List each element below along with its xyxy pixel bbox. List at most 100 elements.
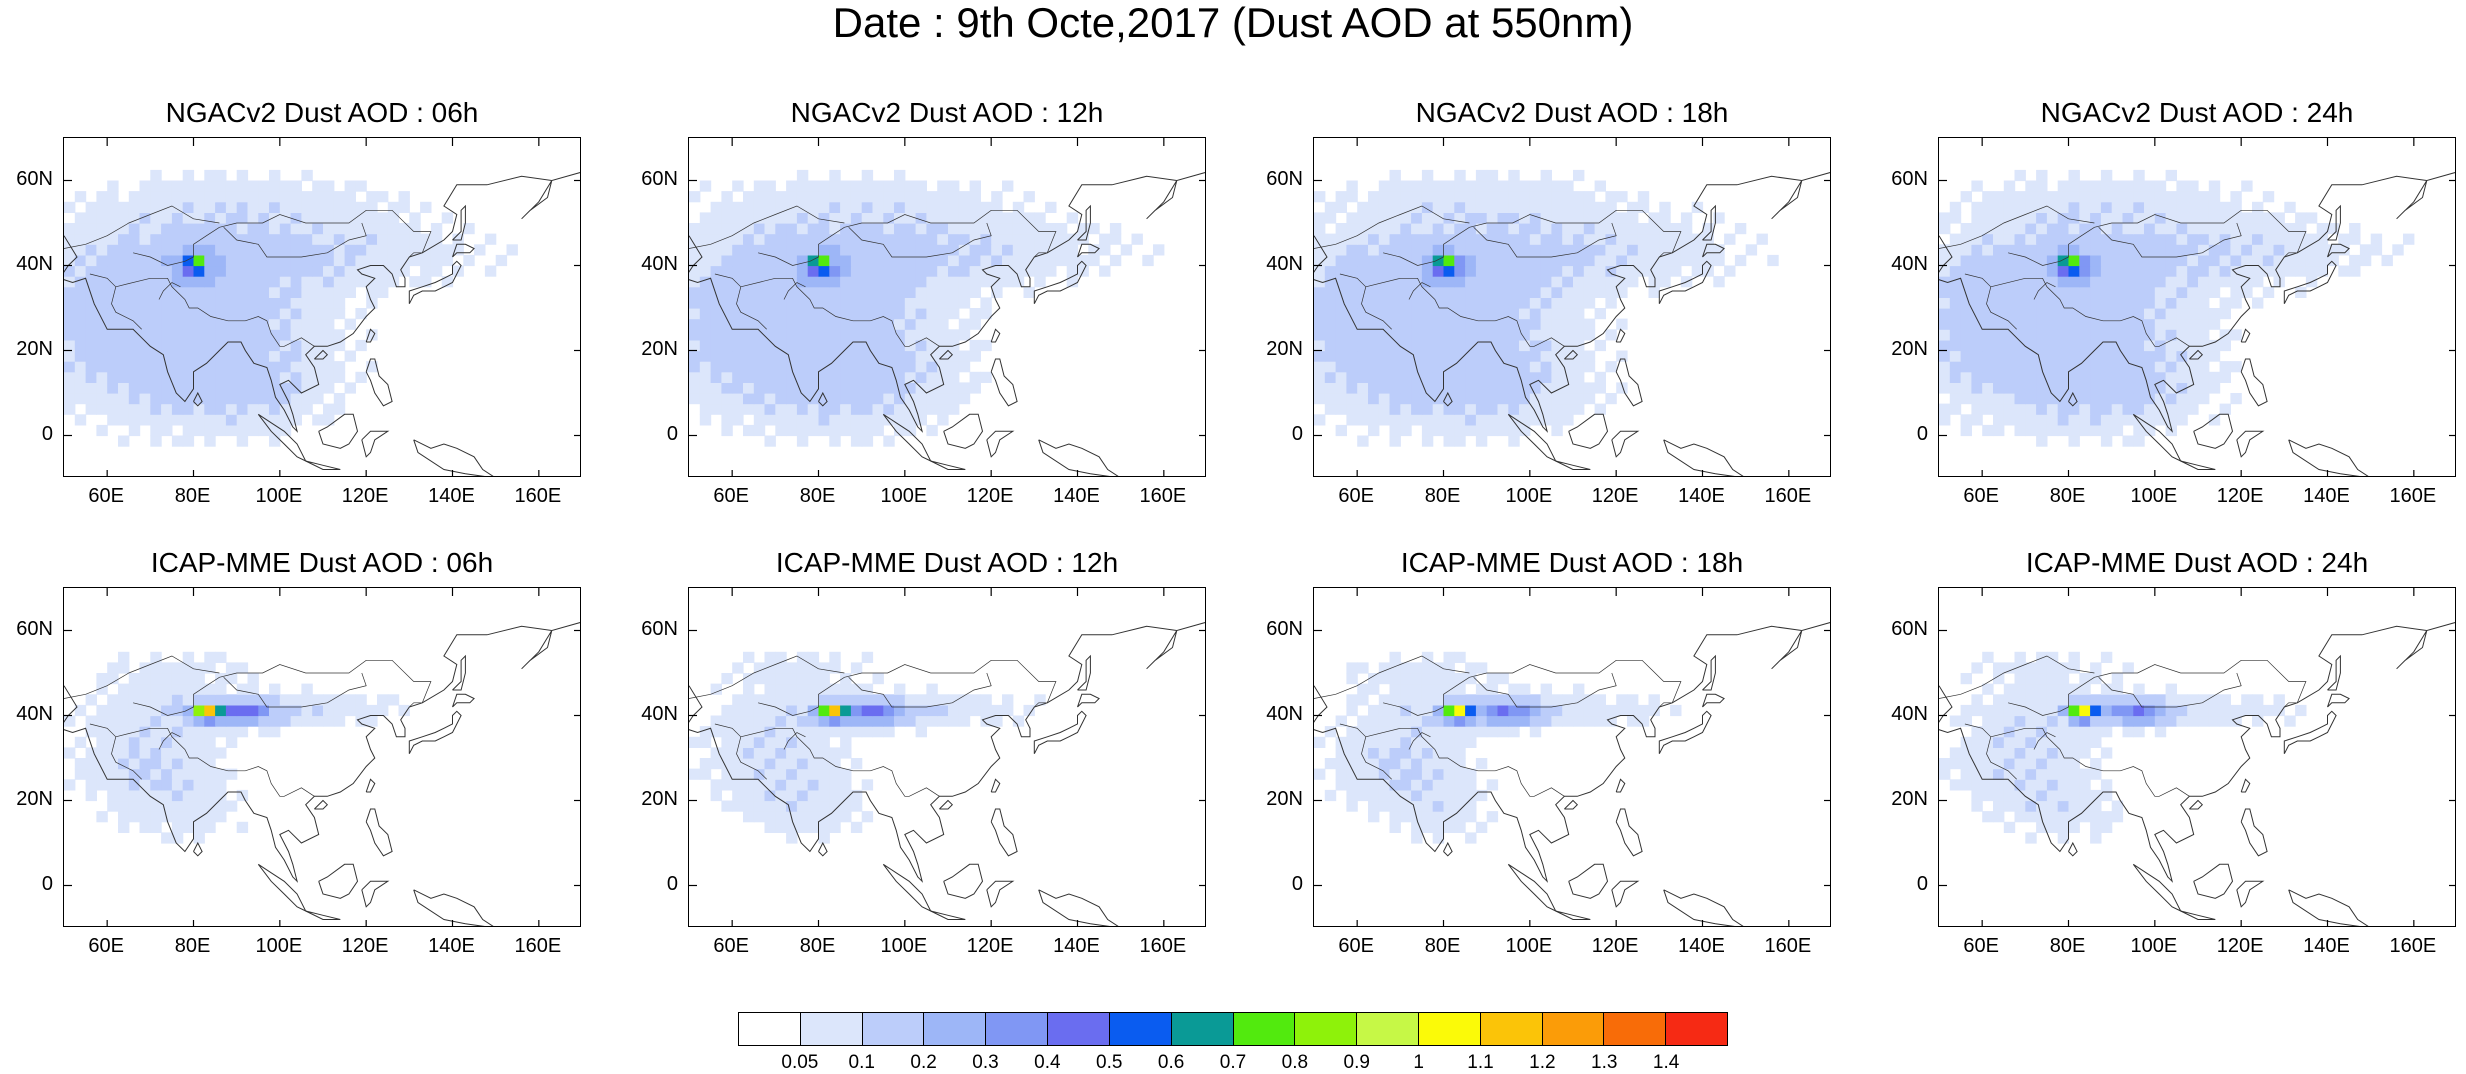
dust-aod-cell xyxy=(1389,212,1401,224)
dust-aod-cell xyxy=(743,789,755,802)
dust-aod-cell xyxy=(236,329,249,341)
dust-aod-cell xyxy=(721,779,733,791)
dust-aod-cell xyxy=(2036,651,2048,663)
dust-aod-cell xyxy=(721,768,733,780)
dust-aod-cell xyxy=(236,662,249,674)
dust-aod-cell xyxy=(1002,180,1014,192)
dust-aod-cell xyxy=(872,403,884,415)
dust-aod-cell xyxy=(915,244,927,256)
dust-aod-cell xyxy=(290,361,302,373)
dust-aod-cell xyxy=(1368,736,1380,748)
dust-aod-cell xyxy=(753,329,766,341)
dust-aod-cell xyxy=(128,414,141,426)
dust-aod-cell xyxy=(301,223,313,235)
dust-aod-cell xyxy=(1443,339,1455,352)
dust-aod-cell xyxy=(2068,768,2080,780)
dust-aod-cell xyxy=(355,276,367,288)
dust-aod-cell xyxy=(980,201,992,213)
dust-aod-cell xyxy=(883,318,895,330)
dust-aod-cell xyxy=(2014,254,2026,267)
dust-aod-cell xyxy=(2165,318,2177,330)
dust-aod-cell xyxy=(1486,286,1499,298)
dust-aod-cell xyxy=(2208,212,2221,224)
dust-aod-cell xyxy=(732,254,744,267)
dust-aod-cell xyxy=(236,821,249,833)
dust-aod-cell xyxy=(85,768,97,780)
dust-aod-cell xyxy=(118,789,130,802)
dust-aod-cell xyxy=(161,276,173,288)
dust-aod-cell xyxy=(118,329,130,341)
dust-aod-cell xyxy=(74,318,87,330)
dust-aod-cell xyxy=(74,297,87,309)
dust-aod-cell xyxy=(118,758,130,770)
dust-aod-cell xyxy=(2187,276,2199,288)
dust-aod-cell xyxy=(1497,350,1509,362)
dust-aod-cell xyxy=(2090,201,2102,213)
dust-aod-cell xyxy=(926,297,938,309)
dust-aod-cell xyxy=(118,318,130,330)
dust-aod-cell xyxy=(150,286,162,298)
dust-aod-cell xyxy=(958,704,971,717)
dust-aod-cell xyxy=(1443,393,1455,405)
dust-aod-cell xyxy=(1659,233,1671,245)
dust-aod-cell xyxy=(818,673,830,685)
dust-aod-cell xyxy=(861,726,874,738)
dust-aod-cell xyxy=(2014,651,2026,663)
dust-aod-cell xyxy=(1939,403,1951,415)
dust-aod-cell xyxy=(2046,393,2059,405)
dust-aod-cell xyxy=(840,244,852,256)
dust-aod-cell xyxy=(850,244,863,256)
dust-aod-cell xyxy=(829,297,841,309)
dust-aod-cell xyxy=(182,254,195,267)
dust-aod-cell xyxy=(958,223,971,235)
dust-aod-cell xyxy=(1993,779,2005,791)
dust-aod-cell xyxy=(2111,201,2124,213)
dust-aod-cell xyxy=(107,286,119,298)
dust-aod-cell xyxy=(721,371,733,383)
dust-aod-cell xyxy=(764,308,776,320)
dust-aod-cell xyxy=(2208,371,2221,383)
coastline xyxy=(408,260,462,305)
dust-aod-cell xyxy=(96,308,108,320)
dust-aod-cell xyxy=(161,662,173,674)
dust-aod-cell xyxy=(1497,414,1509,426)
dust-aod-cell xyxy=(204,308,216,320)
dust-aod-cell xyxy=(118,212,130,224)
dust-aod-cell xyxy=(323,265,335,277)
dust-aod-cell xyxy=(182,297,195,309)
dust-aod-cell xyxy=(258,265,270,277)
dust-aod-cell xyxy=(1573,286,1585,298)
dust-aod-cell xyxy=(1519,276,1531,288)
country-border xyxy=(783,282,806,300)
dust-aod-cell xyxy=(1443,191,1455,203)
dust-aod-cell xyxy=(1993,223,2005,235)
dust-aod-cell xyxy=(710,779,722,791)
coastline xyxy=(193,391,203,407)
dust-aod-cell xyxy=(796,297,809,309)
dust-aod-cell xyxy=(775,651,787,663)
dust-aod-cell xyxy=(1421,180,1434,192)
dust-aod-cell xyxy=(926,424,938,437)
dust-aod-cell xyxy=(2111,223,2124,235)
dust-aod-cell xyxy=(2057,726,2070,738)
dust-aod-cell xyxy=(1562,329,1574,341)
dust-aod-cell xyxy=(204,350,216,362)
dust-aod-cell xyxy=(2079,329,2091,341)
dust-aod-cell xyxy=(193,191,205,203)
dust-aod-cell xyxy=(2187,212,2199,224)
dust-aod-cell xyxy=(1411,768,1423,780)
dust-aod-cell xyxy=(1432,329,1445,341)
dust-aod-cell xyxy=(2111,350,2124,362)
dust-aod-cell xyxy=(247,393,259,405)
dust-aod-cell xyxy=(807,821,820,833)
dust-aod-cell xyxy=(1324,244,1337,256)
dust-aod-cell xyxy=(225,276,238,288)
dust-aod-cell xyxy=(258,424,270,437)
dust-aod-cell xyxy=(2176,371,2188,383)
colorbar-label: 1 xyxy=(1413,1052,1424,1073)
dust-aod-cell xyxy=(850,662,863,674)
dust-aod-cell xyxy=(85,329,97,341)
dust-aod-cell xyxy=(2079,414,2091,426)
dust-aod-cell xyxy=(807,789,820,802)
coastline xyxy=(943,413,984,449)
